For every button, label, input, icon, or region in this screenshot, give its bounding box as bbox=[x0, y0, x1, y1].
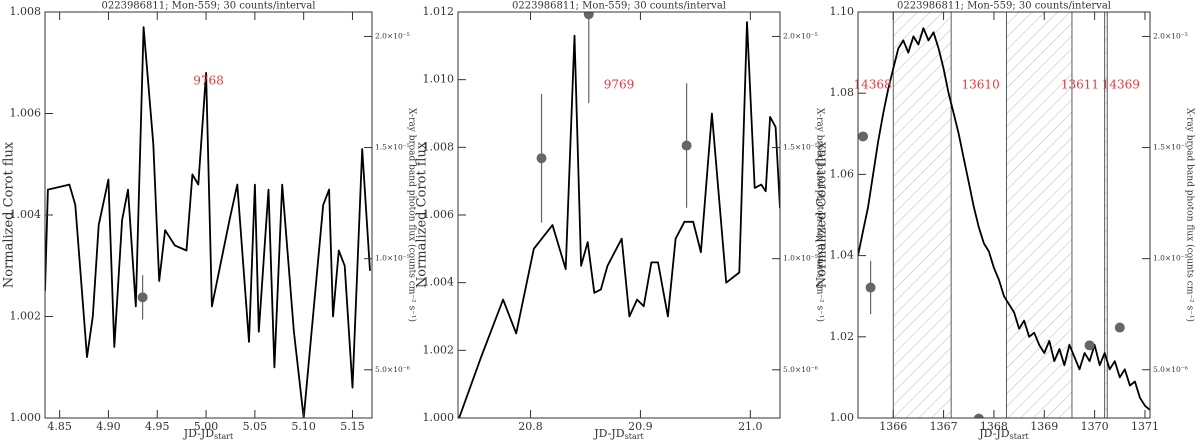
plot-area bbox=[45, 26, 371, 418]
xray-point bbox=[681, 140, 692, 151]
y2-tick-label: 1.0×10⁻⁵ bbox=[783, 254, 818, 263]
y2-tick-label: 5.0×10⁻⁶ bbox=[375, 365, 410, 374]
y2-tick-label: 2.0×10⁻⁵ bbox=[783, 31, 818, 40]
y-tick-label: 1.000 bbox=[10, 411, 42, 424]
xray-point bbox=[137, 292, 148, 303]
x-axis-label-sub: start bbox=[1010, 432, 1030, 441]
y-tick-label: 1.06 bbox=[830, 167, 855, 180]
y-tick-label: 1.002 bbox=[10, 310, 42, 323]
x-tick-label: 5.00 bbox=[194, 420, 219, 433]
xray-point bbox=[973, 413, 984, 418]
y-axis-label: Normalized Corot flux bbox=[815, 141, 830, 288]
y2-tick-label: 2.0×10⁻⁵ bbox=[1153, 31, 1188, 40]
x-tick-label: 5.15 bbox=[340, 420, 365, 433]
y-tick-label: 1.008 bbox=[423, 140, 455, 153]
y-tick-label: 1.006 bbox=[423, 208, 455, 221]
y2-axis-label: X-ray broad band photon flux (counts cm⁻… bbox=[1185, 108, 1196, 322]
x-tick-label: 4.85 bbox=[47, 420, 72, 433]
y-axis-label: Normalized Corot flux bbox=[2, 141, 17, 288]
x-axis-label: JD-JDstart bbox=[978, 427, 1029, 441]
xray-point bbox=[583, 12, 594, 20]
y-tick-label: 1.012 bbox=[423, 5, 455, 18]
y-tick-label: 1.006 bbox=[10, 107, 42, 120]
x-tick-label: 1370 bbox=[1081, 420, 1109, 433]
plot-area bbox=[858, 12, 1150, 418]
plot-area bbox=[458, 12, 780, 418]
annotation: 13610 bbox=[962, 78, 1000, 92]
x-tick-label: 5.10 bbox=[291, 420, 316, 433]
x-tick-label: 1369 bbox=[1030, 420, 1058, 433]
x-tick-label: 1371 bbox=[1131, 420, 1159, 433]
xray-point bbox=[858, 131, 869, 142]
chart-title: 0223986811; Mon-559; 30 counts/interval bbox=[512, 1, 726, 12]
annotation: 9769 bbox=[604, 78, 635, 92]
x-tick-label: 20.8 bbox=[518, 420, 543, 433]
x-axis-label-main: JD-JD bbox=[593, 427, 625, 440]
y-tick-label: 1.00 bbox=[830, 411, 855, 424]
x-tick-label: 4.95 bbox=[145, 420, 170, 433]
y-tick-label: 1.10 bbox=[830, 5, 855, 18]
annotation: 14368 bbox=[854, 78, 892, 92]
shaded-region bbox=[1104, 12, 1108, 418]
y2-axis-label: X-ray broad band photon flux (counts cm⁻… bbox=[407, 108, 418, 322]
y-axis-label: Normalized Corot flux bbox=[415, 141, 430, 288]
annotation: 9768 bbox=[193, 74, 224, 88]
y-tick-label: 1.008 bbox=[10, 5, 42, 18]
y-tick-label: 1.02 bbox=[830, 330, 855, 343]
y-tick-label: 1.002 bbox=[423, 343, 455, 356]
xray-point bbox=[1114, 322, 1125, 333]
y2-tick-label: 1.0×10⁻⁵ bbox=[1153, 254, 1188, 263]
panel: 14368 13610 13611 14369 1366 1367 1368 1369 1370… bbox=[815, 1, 1196, 442]
y2-tick-label: 1.5×10⁻⁵ bbox=[783, 143, 818, 152]
shaded-region bbox=[892, 12, 952, 418]
y2-tick-label: 5.0×10⁻⁶ bbox=[1153, 365, 1188, 374]
y-tick-label: 1.000 bbox=[423, 411, 455, 424]
x-axis-label-sub: start bbox=[214, 432, 234, 441]
x-tick-label: 5.05 bbox=[243, 420, 268, 433]
y-tick-label: 1.010 bbox=[423, 73, 455, 86]
x-tick-label: 21.0 bbox=[738, 420, 763, 433]
panel: 9768 4.85 4.90 4.95 5.00 5.05 5.10 5.15 1.000 1.0… bbox=[2, 1, 418, 442]
plot-frame bbox=[857, 11, 1151, 419]
chart-title: 0223986811; Mon-559; 30 counts/interval bbox=[897, 1, 1111, 12]
flux-line bbox=[858, 27, 1150, 411]
y2-tick-label: 5.0×10⁻⁶ bbox=[783, 365, 818, 374]
x-axis-label-main: JD-JD bbox=[183, 427, 215, 440]
y2-tick-label: 2.0×10⁻⁵ bbox=[375, 31, 410, 40]
xray-point bbox=[1084, 340, 1095, 351]
x-axis-label: JD-JDstart bbox=[183, 427, 234, 441]
flux-line bbox=[45, 26, 371, 418]
y-tick-label: 1.08 bbox=[830, 86, 855, 99]
xray-point bbox=[865, 282, 876, 293]
panel: 9769 20.8 20.9 21.0 1.000 1.002 1.004 1.006 1.00… bbox=[415, 1, 826, 442]
chart-title: 0223986811; Mon-559; 30 counts/interval bbox=[102, 1, 316, 12]
y-tick-label: 1.004 bbox=[423, 276, 455, 289]
x-tick-label: 1368 bbox=[980, 420, 1008, 433]
x-tick-label: 1367 bbox=[930, 420, 958, 433]
x-tick-label: 20.9 bbox=[628, 420, 653, 433]
y2-tick-label: 1.5×10⁻⁵ bbox=[375, 143, 410, 152]
annotation: 13611 bbox=[1061, 78, 1099, 92]
x-tick-label: 4.90 bbox=[96, 420, 121, 433]
shaded-region bbox=[1006, 12, 1073, 418]
plot-frame bbox=[457, 11, 781, 419]
xray-point bbox=[536, 153, 547, 164]
y-tick-label: 1.004 bbox=[10, 208, 42, 221]
x-axis-label: JD-JDstart bbox=[593, 427, 644, 441]
y2-tick-label: 1.0×10⁻⁵ bbox=[375, 254, 410, 263]
x-axis-label-sub: start bbox=[625, 432, 645, 441]
x-tick-label: 1366 bbox=[879, 420, 907, 433]
x-axis-label-main: JD-JD bbox=[978, 427, 1010, 440]
y2-tick-label: 1.5×10⁻⁵ bbox=[1153, 143, 1188, 152]
flux-line bbox=[458, 21, 780, 418]
annotation: 14369 bbox=[1102, 78, 1140, 92]
y2-axis-label: X-ray broad band photon flux (counts cm⁻… bbox=[815, 108, 826, 322]
y-tick-label: 1.04 bbox=[830, 249, 855, 262]
